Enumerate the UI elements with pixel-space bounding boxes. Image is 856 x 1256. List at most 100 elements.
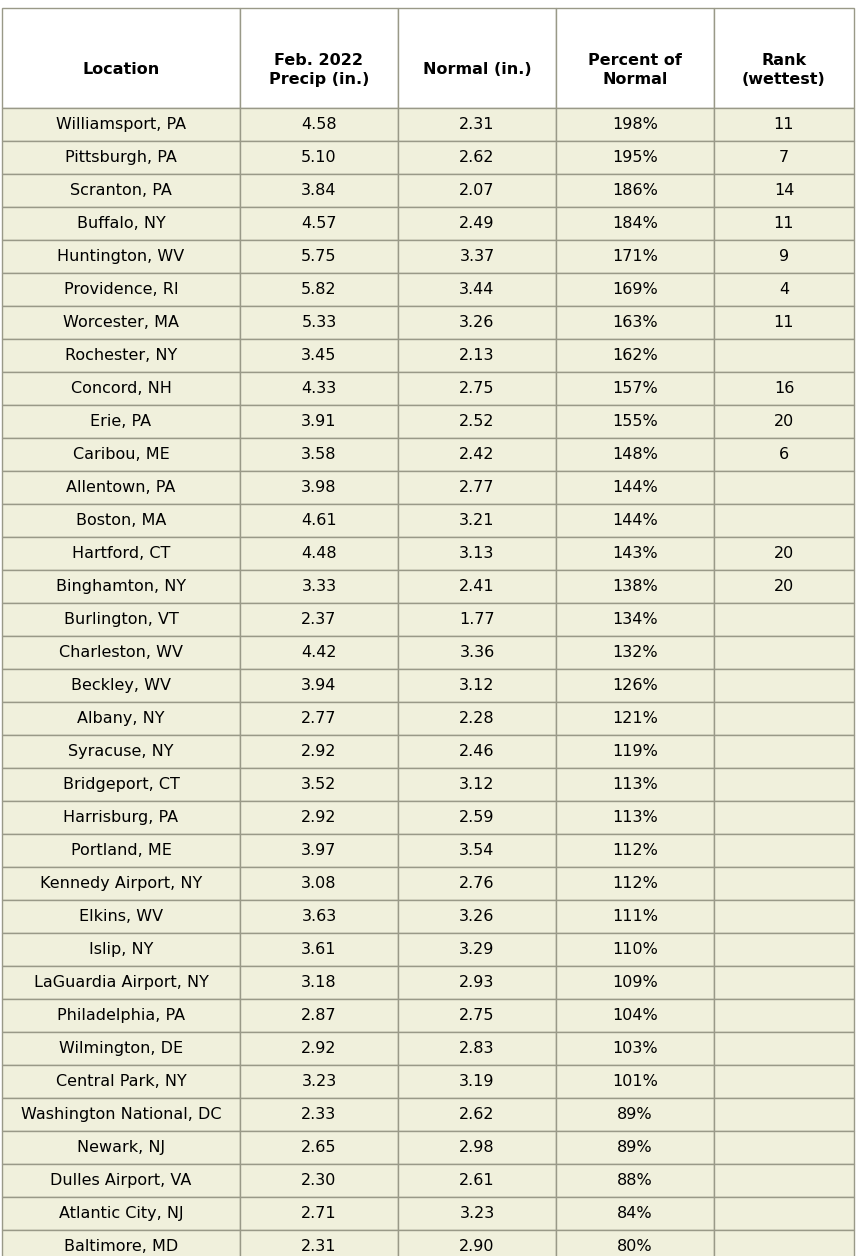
Text: Baltimore, MD: Baltimore, MD xyxy=(64,1238,178,1253)
Bar xyxy=(714,404,854,438)
Text: 3.94: 3.94 xyxy=(301,678,336,693)
Bar xyxy=(714,901,854,933)
Text: 2.71: 2.71 xyxy=(301,1206,336,1221)
Bar xyxy=(556,108,714,141)
Text: Harrisburg, PA: Harrisburg, PA xyxy=(63,810,179,825)
Text: 198%: 198% xyxy=(612,117,658,132)
Text: 2.65: 2.65 xyxy=(301,1140,336,1156)
Bar xyxy=(2,8,240,108)
Bar xyxy=(398,538,556,570)
Text: 3.97: 3.97 xyxy=(301,843,336,858)
Bar xyxy=(714,273,854,306)
Text: Allentown, PA: Allentown, PA xyxy=(66,480,175,495)
Bar xyxy=(240,636,398,669)
Text: Boston, MA: Boston, MA xyxy=(76,512,166,528)
Bar xyxy=(240,1032,398,1065)
Text: 2.37: 2.37 xyxy=(301,612,336,627)
Bar xyxy=(398,141,556,175)
Text: Dulles Airport, VA: Dulles Airport, VA xyxy=(51,1173,192,1188)
Bar xyxy=(2,306,240,339)
Bar xyxy=(240,1130,398,1164)
Text: Atlantic City, NJ: Atlantic City, NJ xyxy=(59,1206,183,1221)
Text: 5.82: 5.82 xyxy=(301,283,336,296)
Text: 104%: 104% xyxy=(612,1009,658,1022)
Bar xyxy=(2,999,240,1032)
Bar xyxy=(2,966,240,999)
Text: 2.52: 2.52 xyxy=(460,414,495,430)
Text: 113%: 113% xyxy=(612,777,658,793)
Bar xyxy=(2,538,240,570)
Text: 186%: 186% xyxy=(612,183,658,198)
Text: Wilmington, DE: Wilmington, DE xyxy=(59,1041,183,1056)
Text: 14: 14 xyxy=(774,183,794,198)
Bar xyxy=(556,966,714,999)
Bar xyxy=(398,8,556,108)
Bar xyxy=(2,1197,240,1230)
Text: Erie, PA: Erie, PA xyxy=(91,414,152,430)
Text: 3.36: 3.36 xyxy=(460,646,495,659)
Text: 2.75: 2.75 xyxy=(460,381,495,396)
Bar xyxy=(398,735,556,767)
Bar xyxy=(398,339,556,372)
Text: 2.30: 2.30 xyxy=(301,1173,336,1188)
Text: 157%: 157% xyxy=(612,381,658,396)
Bar xyxy=(556,1032,714,1065)
Text: 3.54: 3.54 xyxy=(460,843,495,858)
Text: Percent of
Normal: Percent of Normal xyxy=(588,53,682,88)
Bar xyxy=(714,175,854,207)
Bar xyxy=(556,867,714,901)
Text: Elkins, WV: Elkins, WV xyxy=(79,909,163,924)
Bar xyxy=(714,207,854,240)
Bar xyxy=(240,1164,398,1197)
Bar xyxy=(556,735,714,767)
Text: 6: 6 xyxy=(779,447,789,462)
Bar xyxy=(2,504,240,538)
Bar xyxy=(240,867,398,901)
Bar xyxy=(2,1065,240,1098)
Bar xyxy=(398,404,556,438)
Bar xyxy=(714,702,854,735)
Bar xyxy=(240,306,398,339)
Bar xyxy=(714,372,854,404)
Bar xyxy=(2,834,240,867)
Bar xyxy=(240,1230,398,1256)
Bar xyxy=(240,834,398,867)
Bar xyxy=(556,404,714,438)
Text: 5.33: 5.33 xyxy=(301,315,336,330)
Bar xyxy=(2,108,240,141)
Text: 2.62: 2.62 xyxy=(460,1107,495,1122)
Bar xyxy=(714,867,854,901)
Text: 184%: 184% xyxy=(612,216,658,231)
Text: 3.26: 3.26 xyxy=(460,315,495,330)
Text: 89%: 89% xyxy=(617,1140,653,1156)
Text: 9: 9 xyxy=(779,249,789,264)
Bar xyxy=(240,735,398,767)
Bar xyxy=(240,702,398,735)
Bar xyxy=(240,240,398,273)
Bar xyxy=(556,767,714,801)
Bar xyxy=(2,901,240,933)
Bar xyxy=(398,306,556,339)
Text: 103%: 103% xyxy=(612,1041,657,1056)
Text: 2.92: 2.92 xyxy=(301,744,336,759)
Text: 16: 16 xyxy=(774,381,794,396)
Text: 3.58: 3.58 xyxy=(301,447,336,462)
Text: 2.75: 2.75 xyxy=(460,1009,495,1022)
Text: Central Park, NY: Central Park, NY xyxy=(56,1074,187,1089)
Text: 2.31: 2.31 xyxy=(301,1238,336,1253)
Bar xyxy=(556,702,714,735)
Bar xyxy=(2,240,240,273)
Text: 2.46: 2.46 xyxy=(460,744,495,759)
Text: 3.63: 3.63 xyxy=(301,909,336,924)
Bar xyxy=(556,603,714,636)
Text: 126%: 126% xyxy=(612,678,658,693)
Bar xyxy=(714,504,854,538)
Bar xyxy=(2,273,240,306)
Text: 121%: 121% xyxy=(612,711,658,726)
Bar xyxy=(556,504,714,538)
Text: 2.93: 2.93 xyxy=(460,975,495,990)
Bar xyxy=(398,175,556,207)
Text: 2.59: 2.59 xyxy=(460,810,495,825)
Bar xyxy=(398,438,556,471)
Text: 20: 20 xyxy=(774,414,794,430)
